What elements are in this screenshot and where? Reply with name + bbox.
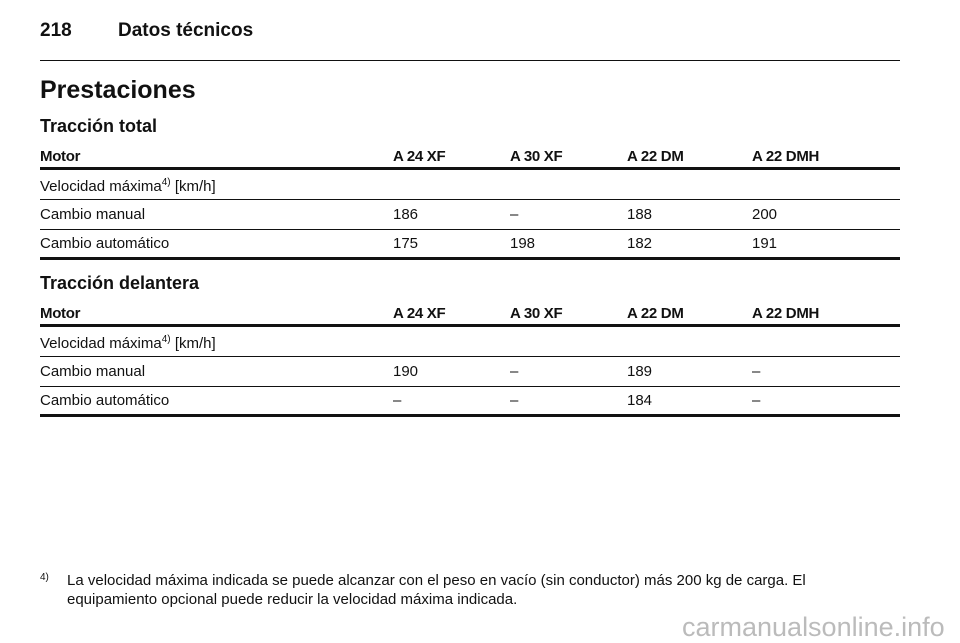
column-header: A 30 XF <box>510 305 563 322</box>
table-cell: – <box>393 392 402 409</box>
watermark: carmanualsonline.info <box>682 612 945 642</box>
table-cell: 200 <box>752 206 778 223</box>
subheading-unit: [km/h] <box>174 178 216 195</box>
table-cell: 198 <box>510 235 536 252</box>
header-rule <box>40 167 900 170</box>
table-cell: 175 <box>393 235 419 252</box>
table-cell: Cambio manual <box>40 363 146 380</box>
header-rule <box>40 324 900 327</box>
row-rule <box>40 257 900 260</box>
column-header: A 30 XF <box>510 148 563 165</box>
column-header: Motor <box>40 305 81 322</box>
table-cell: 184 <box>627 392 653 409</box>
column-header: A 22 DM <box>627 148 684 165</box>
column-header: A 22 DMH <box>752 305 820 322</box>
table-cell: 182 <box>627 235 653 252</box>
table-cell: – <box>510 206 519 223</box>
table-cell: Cambio automático <box>40 235 170 252</box>
column-header: Motor <box>40 148 81 165</box>
table-title: Tracción total <box>40 116 158 136</box>
row-rule <box>40 229 900 230</box>
column-header: A 22 DM <box>627 305 684 322</box>
table-cell: 189 <box>627 363 653 380</box>
footnote-line: equipamiento opcional puede reducir la v… <box>67 591 518 608</box>
table-cell: – <box>510 392 519 409</box>
subheading: Velocidad máxima4) [km/h] <box>40 334 216 352</box>
section-title: Prestaciones <box>40 76 196 104</box>
table-cell: – <box>510 363 519 380</box>
row-rule <box>40 356 900 357</box>
subheading-text: Velocidad máxima <box>40 335 162 352</box>
table-cell: – <box>752 392 761 409</box>
subheading-unit: [km/h] <box>174 335 216 352</box>
page-number: 218 <box>40 20 72 41</box>
table-title: Tracción delantera <box>40 273 200 293</box>
footnote-ref: 4) <box>161 177 171 188</box>
table-cell: 190 <box>393 363 419 380</box>
column-header: A 24 XF <box>393 148 446 165</box>
footnote-ref: 4) <box>161 334 171 345</box>
footnote-line: La velocidad máxima indicada se puede al… <box>67 572 806 589</box>
row-rule <box>40 386 900 387</box>
subheading: Velocidad máxima4) [km/h] <box>40 177 216 195</box>
table-cell: Cambio automático <box>40 392 170 409</box>
page-header-title: Datos técnicos <box>118 20 254 41</box>
header-rule <box>40 60 900 61</box>
table-cell: 188 <box>627 206 653 223</box>
row-rule <box>40 414 900 417</box>
table-cell: Cambio manual <box>40 206 146 223</box>
footnote-marker: 4) <box>40 572 49 583</box>
column-header: A 24 XF <box>393 305 446 322</box>
table-cell: 191 <box>752 235 778 252</box>
table-cell: 186 <box>393 206 419 223</box>
row-rule <box>40 199 900 200</box>
table-cell: – <box>752 363 761 380</box>
subheading-text: Velocidad máxima <box>40 178 162 195</box>
column-header: A 22 DMH <box>752 148 820 165</box>
